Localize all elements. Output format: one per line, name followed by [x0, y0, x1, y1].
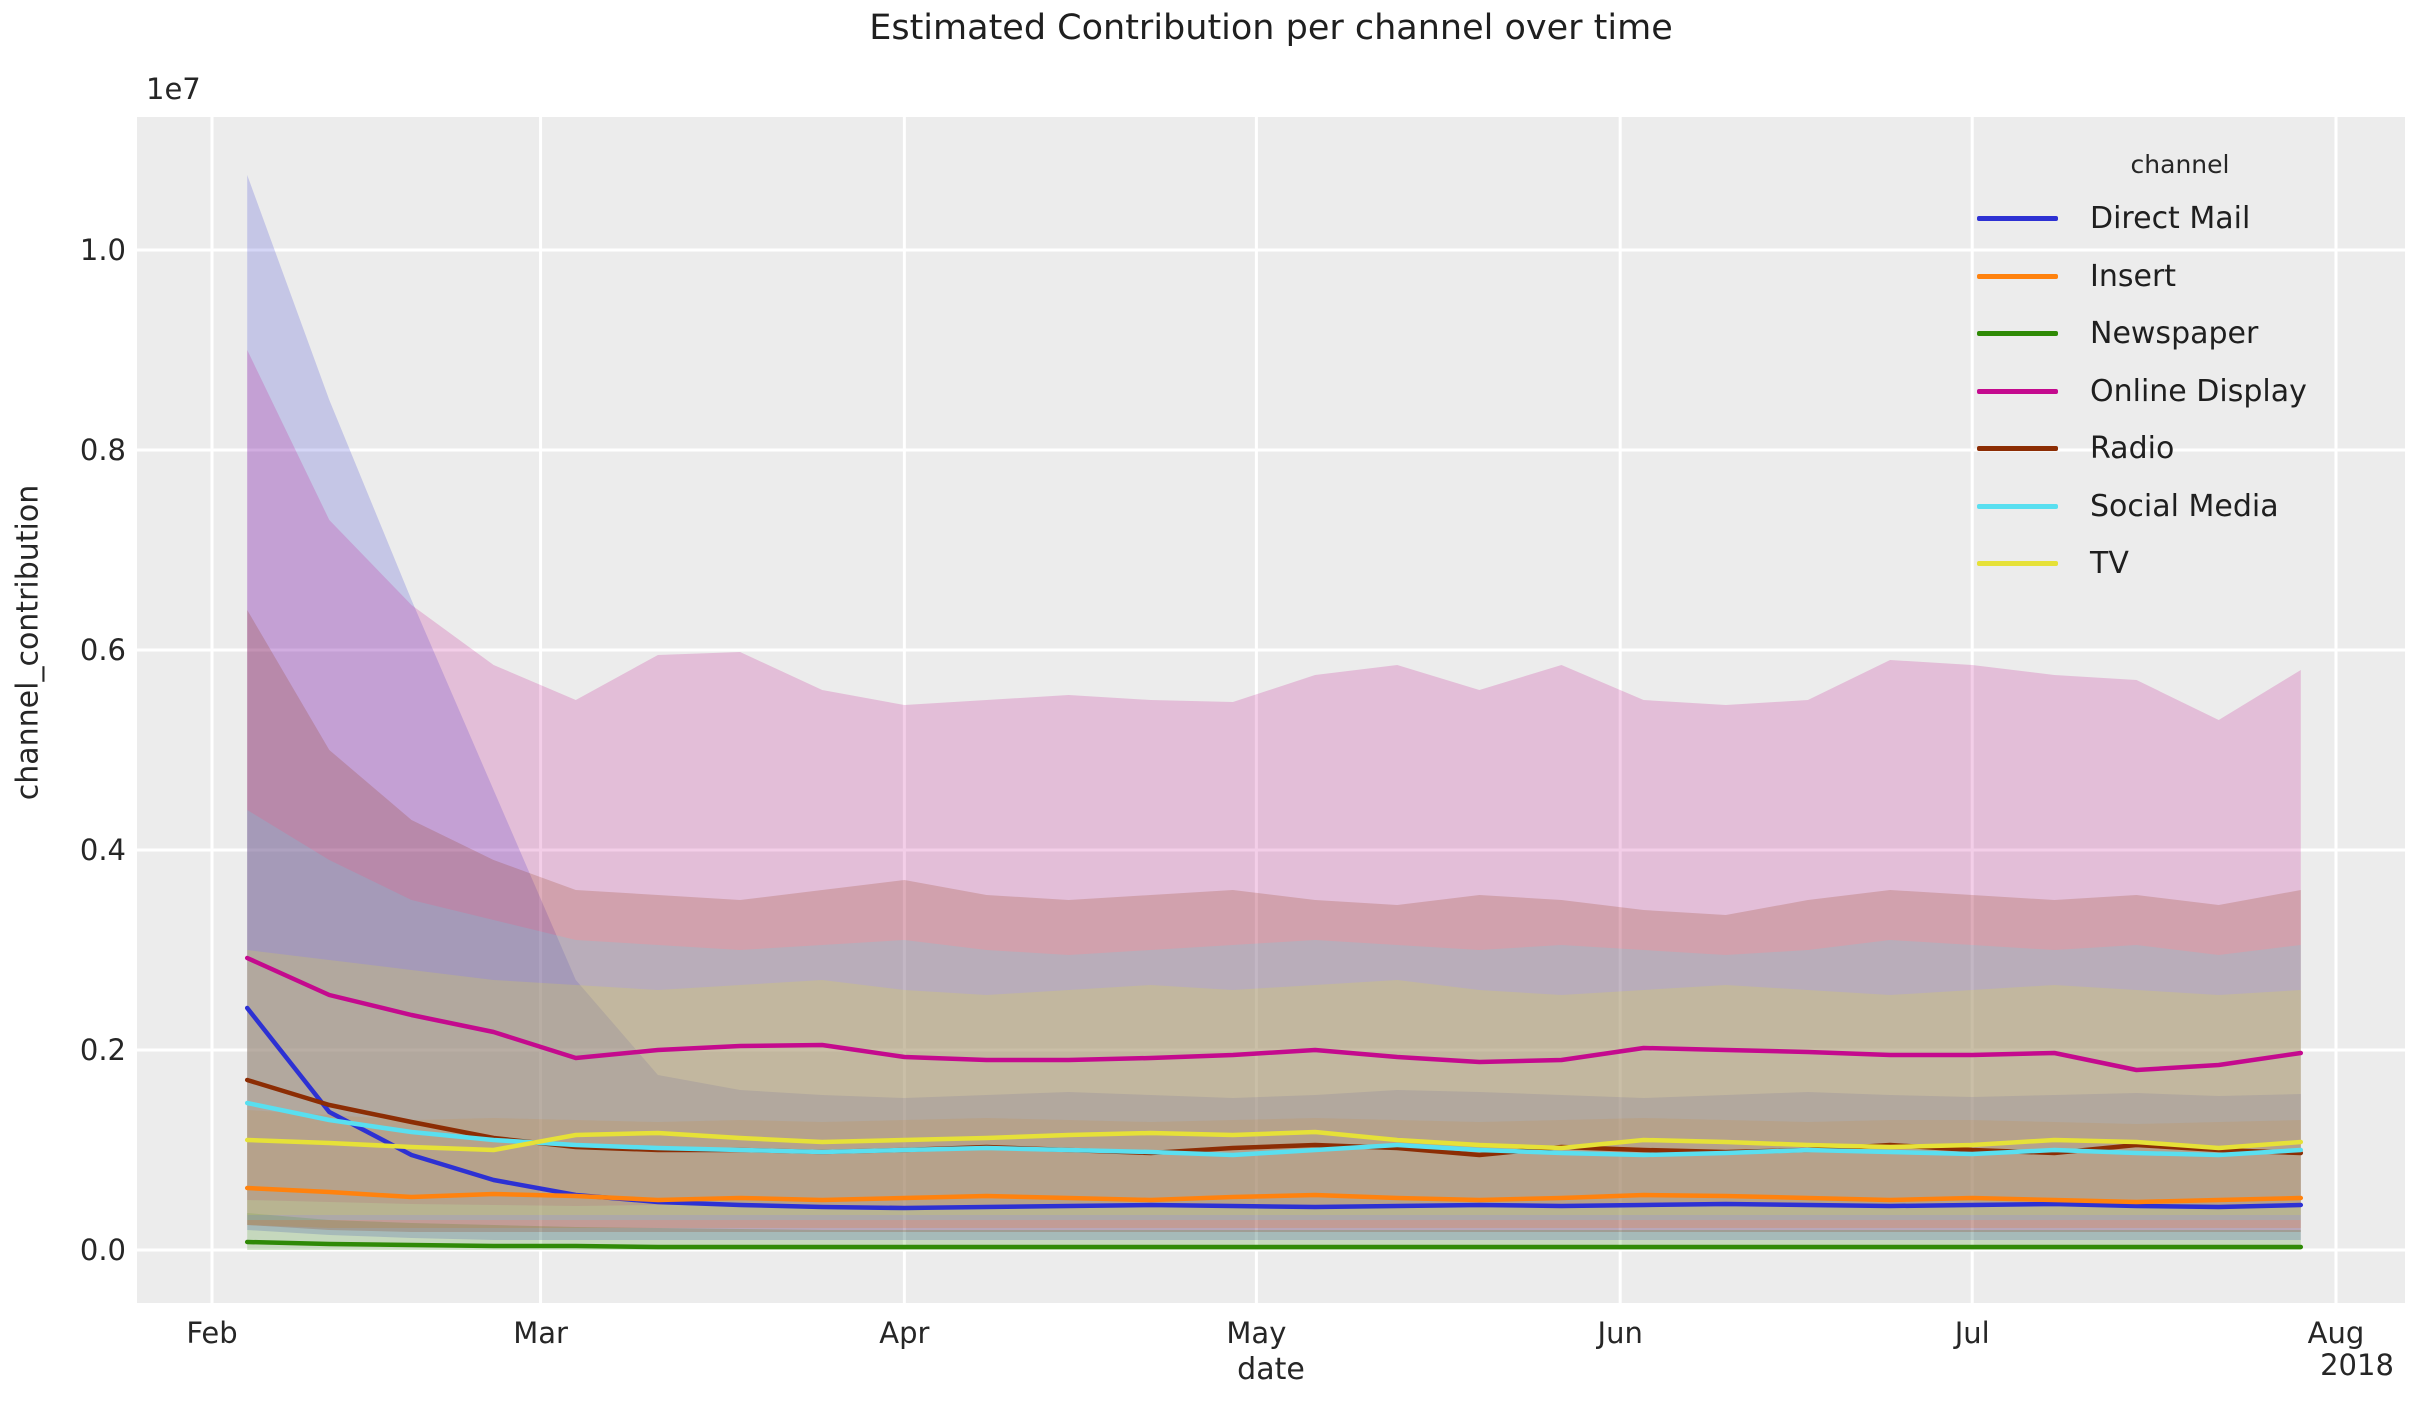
- legend-row-radio: Radio: [1960, 420, 2400, 478]
- y-axis-offset-text: 1e7: [146, 72, 201, 106]
- x-tick-apr: Apr: [879, 1316, 930, 1350]
- y-tick-0.0: 0.0: [79, 1233, 126, 1267]
- chart-title: Estimated Contribution per channel over …: [869, 8, 1673, 48]
- tv-line: [244, 1129, 2304, 1153]
- legend-row-tv: TV: [1960, 535, 2400, 593]
- social-media-band: [247, 810, 2301, 1220]
- online-display-band: [247, 350, 2301, 1207]
- legend-label: TV: [2090, 546, 2129, 582]
- newspaper-band: [247, 1213, 2301, 1250]
- legend: channel Direct Mail Insert Newspaper Online…: [1960, 140, 2400, 593]
- legend-row-newspaper: Newspaper: [1960, 305, 2400, 363]
- legend-label: Direct Mail: [2090, 201, 2251, 237]
- online-display-line: [244, 955, 2304, 1073]
- social-media-swatch-icon: [1977, 503, 2058, 509]
- legend-label: Radio: [2090, 431, 2175, 467]
- legend-row-online-display: Online Display: [1960, 363, 2400, 421]
- legend-title: channel: [2130, 150, 2230, 179]
- newspaper-swatch-icon: [1977, 331, 2058, 337]
- social-media-line: [244, 1100, 2304, 1158]
- y-tick-0.8: 0.8: [79, 433, 126, 467]
- x-axis-label: date: [1237, 1352, 1305, 1387]
- x-tick-feb: Feb: [186, 1316, 238, 1350]
- plot-background: [137, 117, 2405, 1303]
- newspaper-line: [244, 1239, 2304, 1250]
- legend-row-direct-mail: Direct Mail: [1960, 190, 2400, 248]
- x-tick-jul: Jul: [1954, 1316, 1990, 1350]
- x-tick-may: May: [1226, 1316, 1287, 1350]
- legend-label: Social Media: [2090, 488, 2279, 524]
- legend-entries: Direct Mail Insert Newspaper Online Display…: [1960, 190, 2400, 593]
- direct-mail-band: [247, 175, 2301, 1240]
- radio-band: [247, 610, 2301, 1232]
- direct-mail-swatch-icon: [1977, 216, 2058, 222]
- legend-label: Newspaper: [2090, 316, 2259, 352]
- x-axis-year-label: 2018: [2320, 1348, 2394, 1382]
- legend-label: Insert: [2090, 258, 2177, 294]
- x-tick-aug: Aug: [2307, 1316, 2365, 1350]
- radio-swatch-icon: [1977, 446, 2058, 452]
- x-tick-mar: Mar: [513, 1316, 568, 1350]
- insert-line: [244, 1185, 2304, 1205]
- legend-row-insert: Insert: [1960, 248, 2400, 306]
- insert-swatch-icon: [1977, 273, 2058, 279]
- y-tick-0.4: 0.4: [79, 833, 126, 867]
- x-tick-jun: Jun: [1597, 1316, 1643, 1350]
- online-display-swatch-icon: [1977, 388, 2058, 394]
- legend-row-social-media: Social Media: [1960, 478, 2400, 536]
- tv-swatch-icon: [1977, 561, 2058, 567]
- legend-label: Online Display: [2090, 373, 2307, 409]
- y-tick-1.0: 1.0: [79, 233, 126, 267]
- y-tick-0.2: 0.2: [79, 1033, 126, 1067]
- tv-band: [247, 950, 2301, 1215]
- y-tick-0.6: 0.6: [79, 633, 126, 667]
